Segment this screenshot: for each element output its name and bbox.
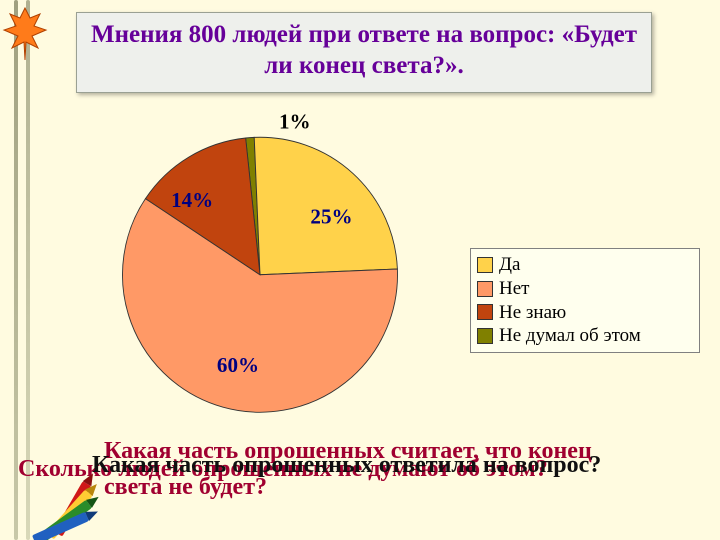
chart-legend: ДаНетНе знаюНе думал об этом	[470, 248, 700, 353]
crayons-decoration	[0, 460, 120, 540]
legend-swatch	[477, 281, 493, 297]
legend-item: Не знаю	[477, 301, 693, 325]
legend-label: Не думал об этом	[499, 324, 641, 348]
slice-label: 25%	[310, 205, 352, 229]
legend-item: Нет	[477, 277, 693, 301]
question-text: Какая часть опрошенных ответила на вопро…	[92, 452, 601, 478]
slice-label: 14%	[171, 188, 213, 212]
legend-swatch	[477, 328, 493, 344]
legend-label: Да	[499, 253, 520, 277]
legend-swatch	[477, 304, 493, 320]
crayons-icon	[32, 471, 102, 540]
slide-canvas: Мнения 800 людей при ответе на вопрос: «…	[0, 0, 720, 540]
title-box: Мнения 800 людей при ответе на вопрос: «…	[76, 12, 652, 93]
slice-label: 60%	[217, 353, 259, 377]
legend-label: Нет	[499, 277, 529, 301]
legend-item: Не думал об этом	[477, 324, 693, 348]
maple-leaf-icon	[4, 8, 46, 60]
pie-chart: 1% 25% 60% 14%	[80, 96, 440, 426]
title-text: Мнения 800 людей при ответе на вопрос: «…	[87, 19, 641, 82]
legend-label: Не знаю	[499, 301, 566, 325]
legend-swatch	[477, 257, 493, 273]
legend-item: Да	[477, 253, 693, 277]
leaf-decoration	[2, 4, 48, 64]
slice-label: 1%	[279, 109, 311, 133]
